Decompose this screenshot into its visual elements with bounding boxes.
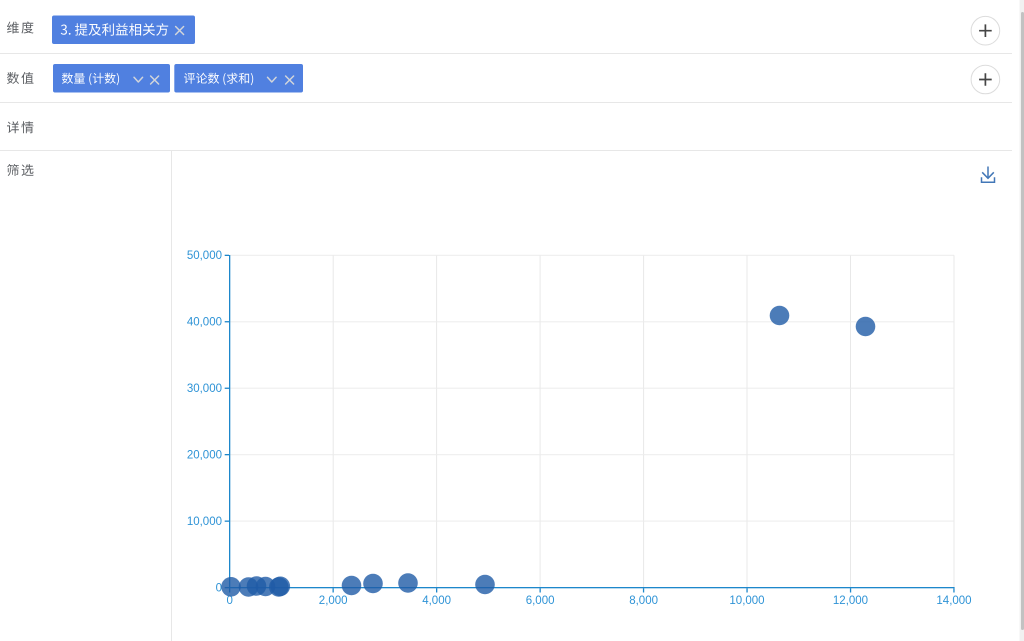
svg-text:4,000: 4,000 [422,595,451,607]
svg-text:10,000: 10,000 [187,516,222,528]
svg-text:40,000: 40,000 [187,317,222,329]
svg-text:8,000: 8,000 [629,595,658,607]
svg-text:2,000: 2,000 [319,595,348,607]
svg-text:30,000: 30,000 [187,383,222,395]
svg-text:10,000: 10,000 [729,595,764,607]
svg-text:20,000: 20,000 [187,450,222,462]
svg-text:0: 0 [226,595,232,607]
svg-text:6,000: 6,000 [526,595,555,607]
svg-text:0: 0 [216,583,222,595]
svg-text:50,000: 50,000 [187,250,222,262]
svg-text:12,000: 12,000 [833,595,868,607]
svg-text:14,000: 14,000 [936,595,971,607]
